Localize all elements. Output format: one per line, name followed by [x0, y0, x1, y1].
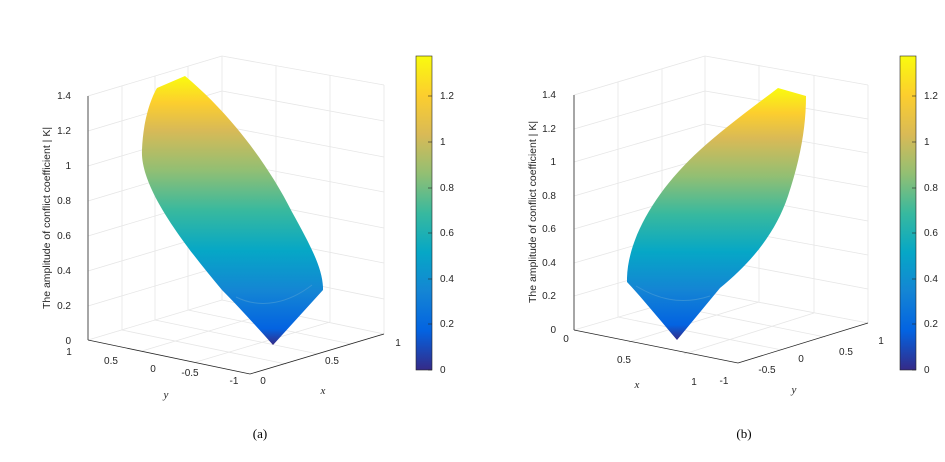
panel-b-colorbar-label: 0.6 — [924, 228, 938, 239]
panel-b-colorbar — [899, 55, 917, 371]
panel-b-colorbar-label: 0.2 — [924, 319, 938, 330]
panel-b-y-tick: 0 — [798, 354, 804, 365]
panel-a-x-ticks: 0 0.5 1 — [260, 338, 401, 387]
panel-a-y-tick: 0.5 — [104, 356, 118, 367]
panel-b-z-tick: 0.8 — [542, 191, 556, 202]
panel-a-z-tick: 0.6 — [57, 231, 71, 242]
panel-a-surface — [141, 76, 323, 345]
panel-a-y-tick: 1 — [66, 347, 72, 358]
panel-b-colorbar-label: 1.2 — [924, 91, 938, 102]
panel-b-y-ticks: -1 -0.5 0 0.5 1 — [720, 336, 885, 387]
panel-b-z-axis-label: The amplitude of conflict coefficient | … — [527, 121, 539, 303]
panel-b-x-axis-label: x — [634, 379, 640, 391]
panel-b-z-tick: 1.4 — [542, 90, 556, 101]
panel-b-colorbar-label: 0 — [924, 365, 930, 376]
panel-b-z-tick: 0.2 — [542, 291, 556, 302]
panel-b-x-tick: 1 — [691, 377, 697, 388]
panel-b-z-tick: 0 — [550, 325, 556, 336]
panel-b-z-tick: 0.6 — [542, 224, 556, 235]
panel-a-colorbar — [415, 55, 433, 371]
panel-a-y-ticks: 1 0.5 0 -0.5 -1 — [66, 347, 239, 387]
panel-a-z-tick: 1.2 — [57, 126, 71, 137]
panel-b-surface-edge — [635, 285, 711, 302]
panel-b-x-tick: 0.5 — [617, 355, 631, 366]
panel-a-y-axis-label: y — [163, 389, 169, 401]
panel-a-z-ticks: 0 0.2 0.4 0.6 0.8 1 1.2 1.4 — [57, 91, 71, 347]
panel-b-colorbar-label: 0.8 — [924, 183, 938, 194]
panel-a-x-axis-label: x — [320, 385, 326, 397]
panel-a-x-tick: 0 — [260, 376, 266, 387]
panel-b: 0 0.2 0.4 0.6 0.8 1 1.2 1.4 The amplitud… — [527, 55, 938, 441]
panel-b-y-tick: 1 — [878, 336, 884, 347]
panel-a-colorbar-ticks — [428, 95, 432, 371]
panel-a-colorbar-label: 1 — [440, 137, 446, 148]
panel-a-caption: (a) — [253, 426, 267, 441]
panel-a-surface-edge — [235, 284, 313, 304]
panel-b-surface — [627, 88, 806, 340]
panel-b-colorbar-label: 1 — [924, 137, 930, 148]
panel-a-front-axes — [87, 96, 385, 375]
panel-a-z-tick: 0 — [65, 336, 71, 347]
panel-b-y-tick: -0.5 — [758, 365, 776, 376]
panel-a-colorbar-label: 0.8 — [440, 183, 454, 194]
panel-a-y-tick: 0 — [150, 364, 156, 375]
panel-b-colorbar-labels: 0 0.2 0.4 0.6 0.8 1 1.2 — [924, 91, 938, 376]
panel-a-colorbar-label: 0.6 — [440, 228, 454, 239]
panel-a-x-tick: 0.5 — [325, 356, 339, 367]
panel-a-z-tick: 0.2 — [57, 301, 71, 312]
panel-b-z-ticks: 0 0.2 0.4 0.6 0.8 1 1.2 1.4 — [542, 90, 556, 336]
panel-b-z-tick: 1.2 — [542, 124, 556, 135]
panel-a-z-tick: 0.8 — [57, 196, 71, 207]
panel-a-colorbar-label: 0 — [440, 365, 446, 376]
panel-b-z-tick: 0.4 — [542, 258, 556, 269]
panel-a-x-tick: 1 — [395, 338, 401, 349]
panel-b-colorbar-ticks — [912, 95, 916, 371]
panel-a: 0 0.2 0.4 0.6 0.8 1 1.2 1.4 The amplitud… — [41, 55, 454, 441]
panel-b-front-axes — [573, 95, 869, 364]
panel-b-x-tick: 0 — [563, 334, 569, 345]
panel-a-colorbar-labels: 0 0.2 0.4 0.6 0.8 1 1.2 — [440, 91, 454, 376]
panel-b-y-axis-label: y — [791, 384, 797, 396]
panel-a-y-tick: -0.5 — [181, 368, 199, 379]
panel-a-colorbar-label: 1.2 — [440, 91, 454, 102]
panel-b-z-tick: 1 — [550, 157, 556, 168]
panel-a-z-tick: 1 — [65, 161, 71, 172]
panel-a-z-axis-label: The amplitude of conflict coefficient | … — [41, 127, 53, 309]
panel-b-x-ticks: 0 0.5 1 — [563, 334, 697, 388]
panel-a-colorbar-label: 0.4 — [440, 274, 454, 285]
panel-a-z-tick: 0.4 — [57, 266, 71, 277]
panel-a-colorbar-label: 0.2 — [440, 319, 454, 330]
panel-b-caption: (b) — [736, 426, 751, 441]
panel-a-z-tick: 1.4 — [57, 91, 71, 102]
panel-a-y-tick: -1 — [230, 376, 239, 387]
panel-b-y-tick: -1 — [720, 376, 729, 387]
panel-b-colorbar-label: 0.4 — [924, 274, 938, 285]
panel-b-y-tick: 0.5 — [839, 347, 853, 358]
